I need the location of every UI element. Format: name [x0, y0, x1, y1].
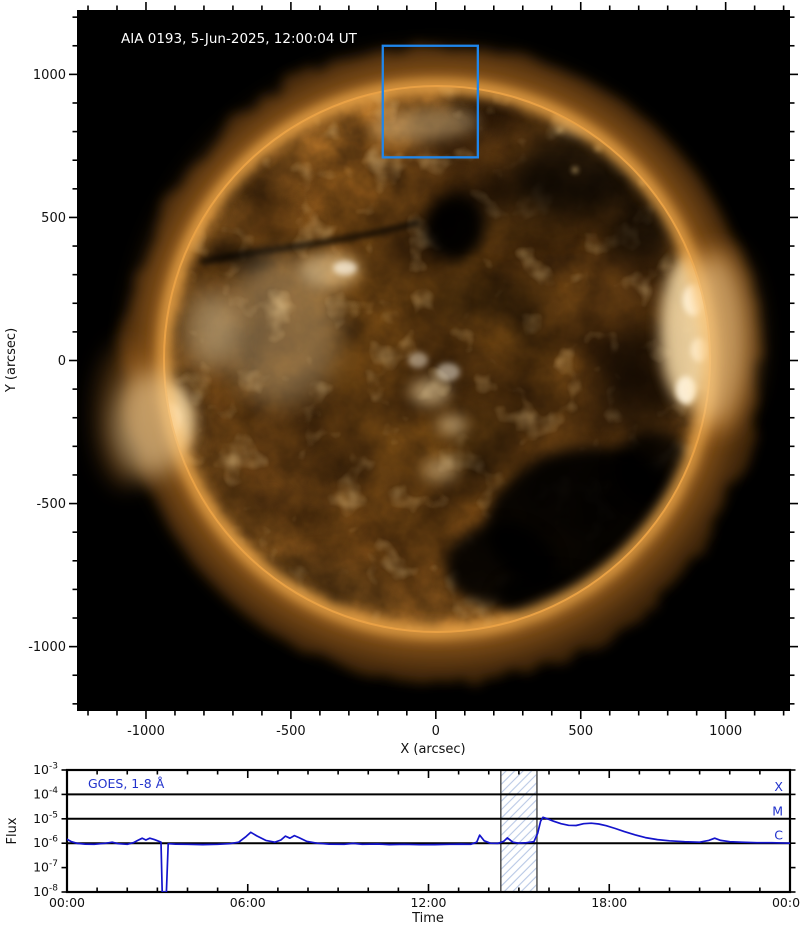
tick-label: 10-8	[33, 884, 58, 900]
tick-label: 10-3	[33, 762, 58, 778]
hatch-fill	[500, 770, 537, 892]
goes-plot-frame	[65, 768, 792, 894]
goes-panel: 00:00 06:00 12:00 18:00 00:00 10-3 10-4 10-5 10-…	[5, 762, 800, 927]
tick-label: 12:00	[410, 895, 446, 910]
roi-box	[381, 44, 479, 159]
tick-label: -1000	[127, 724, 165, 739]
aia-axis-tick-labels: -1000 -500 0 500 1000 1000 500 0 -500 -1000	[28, 68, 742, 739]
class-label: M	[772, 803, 783, 818]
aia-y-axis-label: Y (arcsec)	[4, 328, 19, 393]
tick-label: 0	[58, 354, 66, 369]
tick-label: 10-4	[33, 786, 58, 802]
tick-label: -1000	[28, 640, 66, 655]
aia-image: AIA 0193, 5-Jun-2025, 12:00:04 UT	[77, 10, 790, 711]
tick-label: -500	[36, 497, 66, 512]
goes-axis-ticks	[61, 769, 796, 893]
tick-label: 00:00	[49, 895, 85, 910]
aia-panel: -1000 -500 0 500 1000 1000 500 0 -500 -1000 X (ar…	[4, 2, 798, 757]
aia-x-axis-label: X (arcsec)	[400, 742, 465, 757]
goes-legend-label: GOES, 1-8 Å	[88, 776, 165, 791]
class-label: C	[774, 828, 783, 843]
limb-glows	[114, 255, 746, 476]
goes-flux-curve	[67, 816, 790, 892]
tick-label: 500	[568, 724, 593, 739]
tick-label: 0	[432, 724, 440, 739]
tick-label: 1000	[709, 724, 742, 739]
aia-axis-ticks	[69, 2, 798, 719]
tick-label: 06:00	[230, 895, 266, 910]
tick-label: 00:00	[772, 895, 800, 910]
tick-label: 18:00	[591, 895, 627, 910]
tick-label: -500	[276, 724, 306, 739]
aia-title: AIA 0193, 5-Jun-2025, 12:00:04 UT	[121, 31, 358, 47]
tick-label: 1000	[33, 68, 66, 83]
goes-hatched-band	[499, 770, 538, 892]
tick-label: 500	[41, 211, 66, 226]
class-label: X	[774, 779, 783, 794]
goes-x-axis-label: Time	[411, 911, 444, 926]
goes-class-lines	[67, 793, 790, 845]
goes-axis-tick-labels: 00:00 06:00 12:00 18:00 00:00 10-3 10-4 10-5 10-…	[33, 762, 800, 911]
tick-label: 10-7	[33, 859, 58, 875]
tick-label: 10-6	[33, 835, 58, 851]
goes-y-axis-label: Flux	[5, 817, 20, 844]
tick-label: 10-5	[33, 810, 58, 826]
goes-class-labels: XMC	[772, 779, 783, 843]
